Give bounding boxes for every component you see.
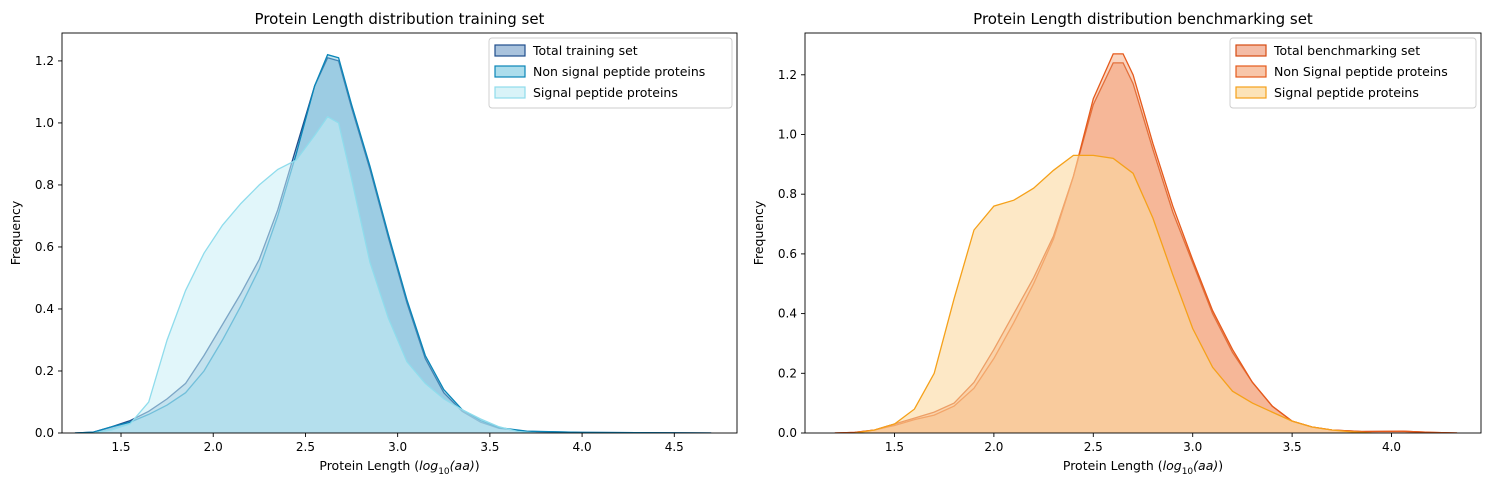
legend-label-3: Signal peptide proteins	[533, 85, 678, 100]
x-axis-label-post: )	[475, 458, 480, 473]
series-fill-3	[93, 116, 537, 433]
x-tick-label: 3.5	[1283, 440, 1302, 454]
x-tick-label: 2.5	[296, 440, 315, 454]
legend-swatch-3	[494, 86, 526, 99]
legend-label-2: Non Signal peptide proteins	[1274, 64, 1448, 79]
axes-frame	[804, 32, 1482, 434]
x-axis-label: Protein Length (log10(aa))	[1063, 458, 1223, 477]
x-axis-label: Protein Length (log10(aa))	[319, 458, 479, 477]
x-tick-label: 4.5	[665, 440, 684, 454]
x-tick-label: 4.0	[573, 440, 592, 454]
axes-frame	[61, 32, 738, 434]
series-line-3	[854, 154, 1372, 433]
x-axis-label-math: log	[419, 458, 438, 473]
y-tick-label: 1.2	[35, 54, 54, 68]
x-tick-label: 3.0	[388, 440, 407, 454]
x-axis-label-pre: Protein Length (	[319, 458, 419, 473]
y-tick-label: 0.4	[778, 307, 797, 321]
x-axis-label-sub: 10	[1182, 467, 1194, 477]
legend-swatch-2	[1235, 65, 1267, 78]
y-tick-label: 0.8	[35, 178, 54, 192]
x-tick-label: 3.5	[480, 440, 499, 454]
y-tick-label: 1.2	[778, 68, 797, 82]
chart-panel-2: Protein Length distribution benchmarking…	[751, 10, 1482, 477]
x-axis-label-pre: Protein Length (	[1063, 458, 1163, 473]
chart-title: Protein Length distribution training set	[255, 10, 545, 28]
x-tick-label: 4.0	[1382, 440, 1401, 454]
y-tick-label: 0.4	[35, 302, 54, 316]
y-tick-label: 0.6	[778, 247, 797, 261]
y-tick-label: 0.2	[778, 366, 797, 380]
x-axis-label-math: log	[1163, 458, 1182, 473]
chart-panel-1: Protein Length distribution training set…	[8, 10, 738, 477]
legend-swatch-1	[494, 44, 526, 57]
y-tick-label: 1.0	[35, 116, 54, 130]
x-tick-label: 1.5	[885, 440, 904, 454]
y-tick-label: 0.6	[35, 240, 54, 254]
x-tick-label: 2.0	[984, 440, 1003, 454]
x-axis-label-post: )	[1218, 458, 1223, 473]
y-tick-label: 0.8	[778, 187, 797, 201]
legend: Total benchmarking set Non Signal peptide…	[1229, 37, 1477, 109]
legend-label-3: Signal peptide proteins	[1274, 85, 1419, 100]
series-line-3	[93, 115, 537, 433]
legend-swatch-3	[1235, 86, 1267, 99]
legend: Total training set Non signal peptide pro…	[488, 37, 733, 109]
plot-area	[74, 53, 712, 433]
legend-box	[488, 37, 733, 109]
y-tick-label: 0.0	[35, 426, 54, 440]
x-tick-label: 2.0	[204, 440, 223, 454]
y-tick-label: 0.0	[778, 426, 797, 440]
x-axis-label-sub: 10	[438, 467, 450, 477]
x-tick-label: 3.0	[1183, 440, 1202, 454]
plot-area	[834, 53, 1458, 433]
y-tick-label: 0.2	[35, 364, 54, 378]
legend-label-1: Total benchmarking set	[1273, 43, 1420, 58]
x-tick-label: 2.5	[1084, 440, 1103, 454]
y-tick-label: 1.0	[778, 127, 797, 141]
legend-label-2: Non signal peptide proteins	[533, 64, 705, 79]
legend-swatch-1	[1235, 44, 1267, 57]
legend-swatch-2	[494, 65, 526, 78]
chart-title: Protein Length distribution benchmarking…	[973, 10, 1313, 28]
y-axis-label: Frequency	[8, 200, 23, 265]
legend-box	[1229, 37, 1477, 109]
x-tick-label: 1.5	[111, 440, 130, 454]
legend-label-1: Total training set	[532, 43, 638, 58]
x-axis-label-arg: (aa)	[1193, 458, 1218, 473]
series-fill-3	[854, 155, 1372, 433]
y-axis-label: Frequency	[751, 200, 766, 265]
x-axis-label-arg: (aa)	[450, 458, 475, 473]
